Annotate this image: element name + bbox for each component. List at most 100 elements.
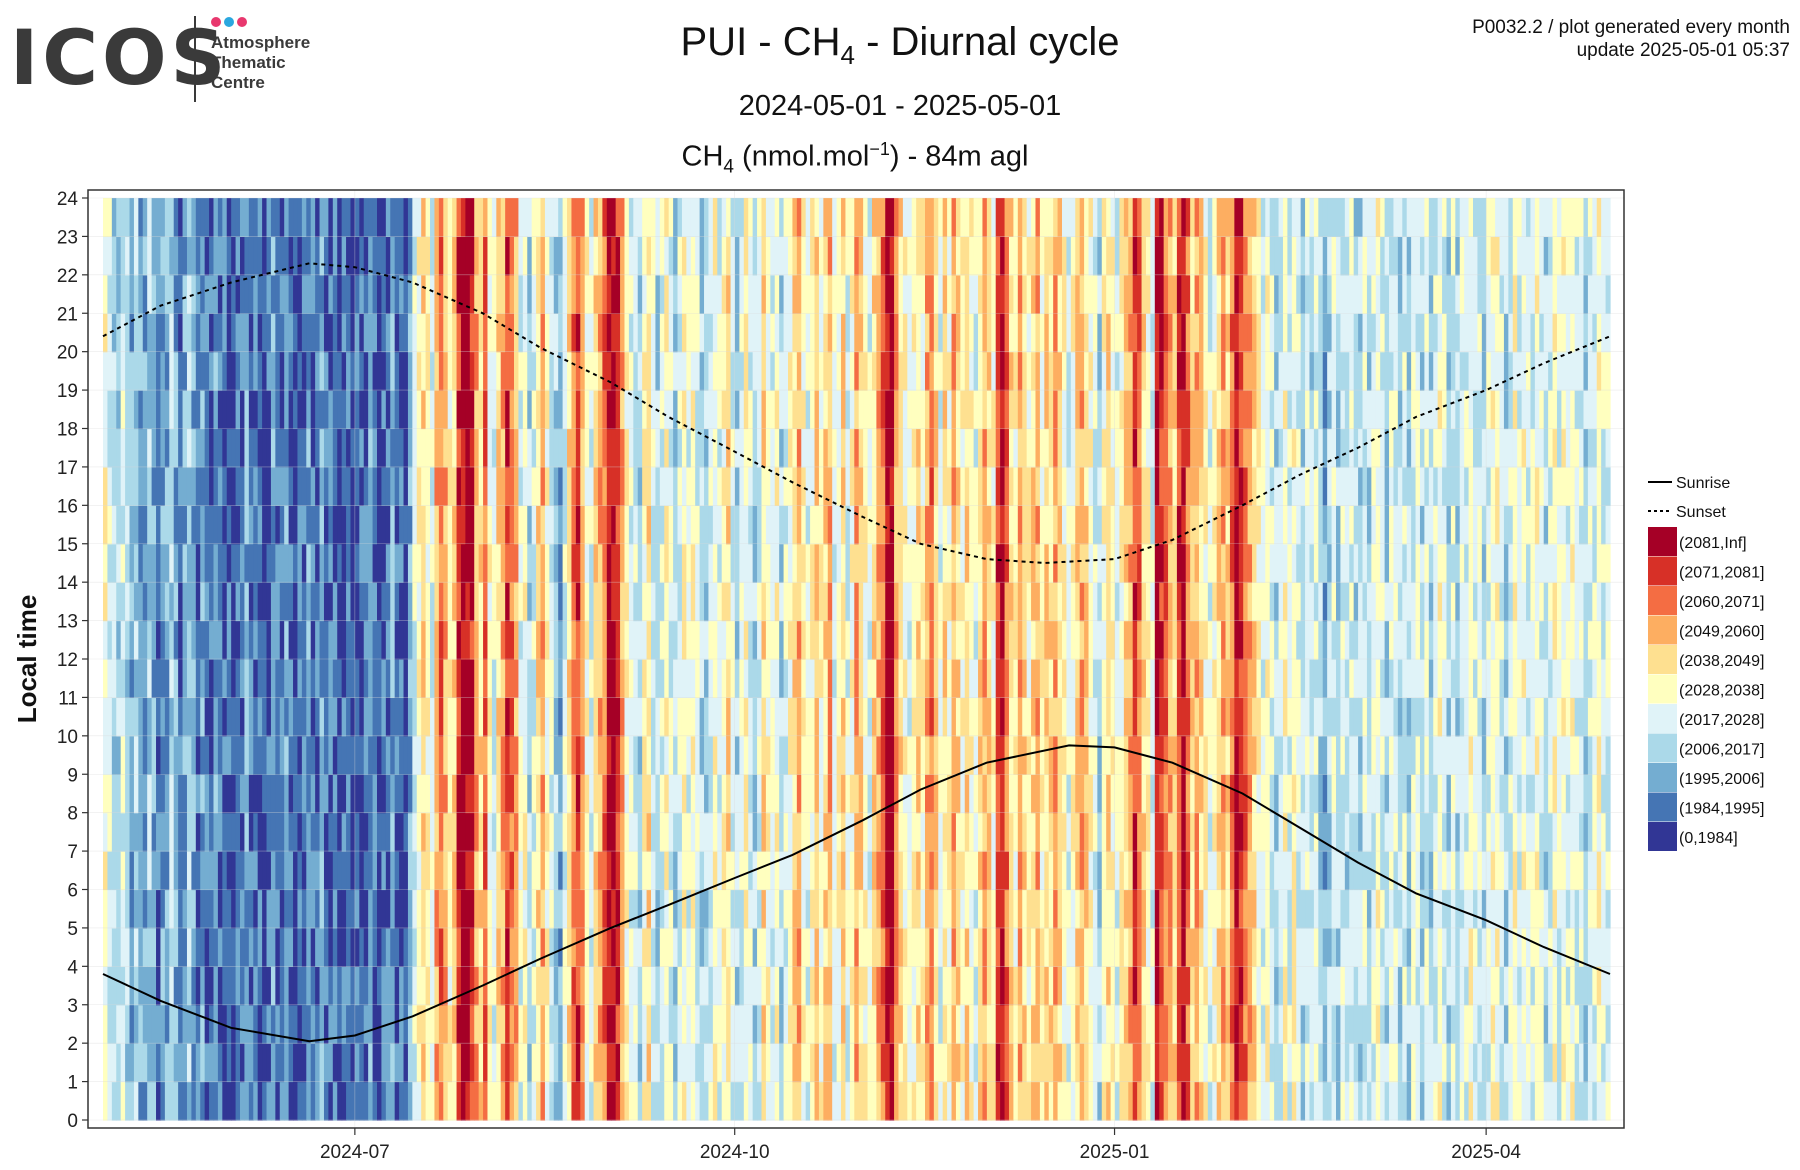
heatmap-cell	[544, 620, 550, 660]
heatmap-cell	[341, 927, 347, 967]
heatmap-cell	[951, 351, 957, 391]
heatmap-cell	[505, 659, 511, 699]
heatmap-cell	[757, 543, 763, 583]
heatmap-cell	[770, 812, 776, 852]
heatmap-cell	[695, 313, 701, 353]
heatmap-cell	[902, 1081, 908, 1121]
heatmap-cell	[359, 697, 365, 737]
heatmap-cell	[447, 274, 453, 314]
heatmap-cell	[611, 966, 617, 1006]
heatmap-cell	[544, 735, 550, 775]
heatmap-cell	[341, 889, 347, 929]
heatmap-cell	[894, 313, 900, 353]
heatmap-cell	[633, 428, 639, 468]
heatmap-cell	[173, 582, 179, 622]
heatmap-cell	[425, 812, 431, 852]
heatmap-cell	[863, 236, 869, 276]
heatmap-cell	[381, 428, 387, 468]
heatmap-cell	[907, 1004, 913, 1044]
heatmap-cell	[982, 313, 988, 353]
heatmap-cell	[774, 351, 780, 391]
heatmap-cell	[783, 812, 789, 852]
heatmap-cell	[452, 735, 458, 775]
heatmap-cell	[465, 582, 471, 622]
heatmap-cell	[460, 620, 466, 660]
heatmap-cell	[164, 466, 170, 506]
heatmap-cell	[297, 620, 303, 660]
heatmap-cell	[204, 1043, 210, 1083]
heatmap-cell	[1013, 236, 1019, 276]
heatmap-cell	[796, 966, 802, 1006]
heatmap-cell	[536, 966, 542, 1006]
heatmap-cell	[169, 966, 175, 1006]
heatmap-cell	[947, 313, 953, 353]
heatmap-cell	[354, 1043, 360, 1083]
heatmap-cell	[226, 812, 232, 852]
heatmap-cell	[615, 428, 621, 468]
heatmap-cell	[686, 466, 692, 506]
heatmap-cell	[138, 889, 144, 929]
heatmap-cell	[589, 851, 595, 891]
heatmap-cell	[704, 505, 710, 545]
heatmap-cell	[836, 351, 842, 391]
heatmap-cell	[478, 1004, 484, 1044]
heatmap-cell	[761, 274, 767, 314]
heatmap-cell	[332, 927, 338, 967]
heatmap-cell	[505, 351, 511, 391]
heatmap-cell	[416, 236, 422, 276]
heatmap-cell	[372, 659, 378, 699]
heatmap-cell	[615, 774, 621, 814]
heatmap-cell	[695, 735, 701, 775]
heatmap-cell	[394, 428, 400, 468]
heatmap-cell	[597, 505, 603, 545]
heatmap-cell	[624, 1004, 630, 1044]
heatmap-cell	[381, 198, 387, 238]
heatmap-cell	[204, 198, 210, 238]
heatmap-cell	[240, 428, 246, 468]
heatmap-cell	[788, 1081, 794, 1121]
heatmap-cell	[217, 927, 223, 967]
heatmap-cell	[452, 390, 458, 430]
heatmap-cell	[103, 351, 109, 391]
heatmap-cell	[244, 966, 250, 1006]
heatmap-cell	[849, 889, 855, 929]
heatmap-cell	[540, 927, 546, 967]
heatmap-cell	[156, 428, 162, 468]
heatmap-cell	[575, 274, 581, 314]
heatmap-cell	[531, 774, 537, 814]
heatmap-cell	[792, 774, 798, 814]
heatmap-cell	[960, 466, 966, 506]
heatmap-cell	[593, 582, 599, 622]
heatmap-cell	[699, 966, 705, 1006]
heatmap-cell	[982, 274, 988, 314]
heatmap-cell	[544, 697, 550, 737]
heatmap-cell	[315, 851, 321, 891]
heatmap-cell	[204, 274, 210, 314]
heatmap-cell	[704, 620, 710, 660]
heatmap-cell	[474, 812, 480, 852]
heatmap-cell	[1004, 1081, 1010, 1121]
heatmap-cell	[346, 582, 352, 622]
heatmap-cell	[823, 428, 829, 468]
heatmap-cell	[814, 505, 820, 545]
heatmap-cell	[204, 313, 210, 353]
heatmap-cell	[226, 735, 232, 775]
heatmap-cell	[133, 313, 139, 353]
heatmap-cell	[615, 466, 621, 506]
heatmap-cell	[434, 351, 440, 391]
heatmap-cell	[491, 774, 497, 814]
heatmap-cell	[673, 274, 679, 314]
heatmap-cell	[514, 851, 520, 891]
heatmap-cell	[681, 198, 687, 238]
heatmap-cell	[200, 889, 206, 929]
heatmap-cell	[213, 428, 219, 468]
heatmap-cell	[664, 582, 670, 622]
heatmap-cell	[120, 390, 126, 430]
heatmap-cell	[297, 505, 303, 545]
heatmap-cell	[125, 543, 131, 583]
heatmap-cell	[562, 659, 568, 699]
heatmap-cell	[509, 428, 515, 468]
heatmap-cell	[920, 236, 926, 276]
heatmap-cell	[699, 390, 705, 430]
heatmap-cell	[871, 428, 877, 468]
